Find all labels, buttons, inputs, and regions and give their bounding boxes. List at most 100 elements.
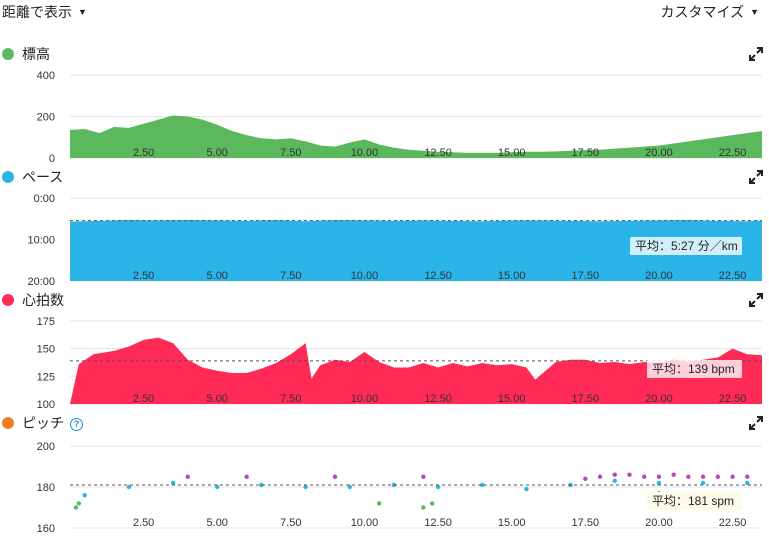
data-point: [126, 484, 132, 490]
data-point: [715, 474, 721, 479]
data-point: [244, 474, 249, 479]
average-badge: [647, 492, 742, 510]
x-tick-label: 15.00: [498, 270, 526, 282]
x-tick-label: 10.00: [351, 393, 379, 405]
data-point: [583, 476, 588, 481]
y-tick-label: 10:00: [27, 235, 55, 247]
data-point: [627, 472, 632, 477]
x-tick-label: 7.50: [280, 270, 301, 282]
data-point: [745, 474, 750, 479]
x-tick-label: 12.50: [424, 270, 452, 282]
average-label: 平均：5:27 分／km: [635, 239, 738, 253]
y-tick-label: 20:00: [27, 276, 55, 286]
x-tick-label: 22.50: [719, 270, 747, 282]
x-tick-label: 10.00: [351, 270, 379, 282]
data-point: [259, 482, 264, 488]
x-tick-label: 12.50: [424, 147, 452, 159]
y-tick-label: 100: [37, 399, 55, 409]
data-point: [185, 474, 190, 479]
data-point: [700, 480, 706, 486]
data-point: [597, 474, 603, 479]
x-tick-label: 10.00: [351, 147, 379, 159]
pace-chart: 0:00 10:00 20:00 平均：5:27 分／km 2.50 5.00 7.50 10…: [27, 193, 762, 286]
x-tick-label: 5.00: [207, 393, 228, 405]
data-point: [671, 472, 676, 477]
x-tick-label: 15.00: [498, 147, 526, 159]
data-point: [730, 474, 735, 479]
average-label: 平均：181 spm: [652, 494, 734, 508]
y-tick-label: 400: [37, 70, 55, 82]
top-bar: 距離で表示 ▼ カスタマイズ ▼: [0, 0, 769, 22]
expand-icon[interactable]: [749, 416, 763, 430]
data-point: [429, 501, 435, 506]
y-tick-label: 0: [49, 153, 55, 163]
x-tick-label: 20.00: [645, 517, 673, 529]
x-tick-label: 17.50: [572, 517, 600, 529]
x-tick-label: 20.00: [645, 393, 673, 405]
x-tick-label: 7.50: [280, 517, 301, 529]
y-tick-label: 180: [37, 482, 55, 494]
x-tick-label: 7.50: [280, 393, 301, 405]
data-point: [700, 474, 706, 479]
x-tick-label: 17.50: [572, 270, 600, 282]
x-tick-label: 12.50: [424, 517, 452, 529]
data-point: [170, 480, 176, 486]
data-point: [656, 474, 662, 479]
y-tick-label: 175: [37, 316, 55, 328]
view-mode-dropdown[interactable]: 距離で表示 ▼: [2, 2, 87, 22]
data-point: [332, 474, 338, 479]
data-point: [376, 501, 382, 506]
data-point: [612, 478, 617, 484]
y-tick-label: 150: [37, 344, 55, 356]
pace-title: ペース: [2, 168, 63, 186]
x-tick-label: 20.00: [645, 147, 673, 159]
x-tick-label: 20.00: [645, 270, 673, 282]
help-icon[interactable]: ?: [70, 418, 83, 431]
series-area: [70, 115, 762, 158]
expand-icon[interactable]: [749, 47, 763, 61]
expand-icon[interactable]: [749, 293, 763, 307]
x-tick-label: 22.50: [719, 147, 747, 159]
x-tick-label: 7.50: [280, 147, 301, 159]
elevation-title: 標高: [2, 45, 50, 63]
chevron-down-icon: ▼: [750, 7, 759, 17]
customize-dropdown[interactable]: カスタマイズ ▼: [660, 2, 759, 22]
x-tick-label: 15.00: [498, 393, 526, 405]
data-point: [435, 484, 441, 490]
average-badge: [647, 360, 742, 378]
heart-rate-chart: 175 150 125 100 平均：139 bpm 2.50 5.00 7.50 10.00 1…: [37, 316, 762, 409]
data-point: [642, 474, 647, 479]
x-tick-label: 10.00: [351, 517, 379, 529]
x-tick-label: 2.50: [133, 270, 154, 282]
cadence-title: ピッチ?: [2, 414, 83, 432]
data-point: [480, 482, 485, 488]
data-point: [73, 505, 79, 510]
data-point: [421, 474, 426, 479]
x-tick-label: 22.50: [719, 393, 747, 405]
expand-icon[interactable]: [749, 170, 763, 184]
legend-dot-icon: [2, 171, 14, 183]
x-tick-label: 5.00: [207, 270, 228, 282]
customize-label: カスタマイズ: [660, 4, 745, 20]
data-point: [656, 480, 662, 486]
legend-dot-icon: [2, 417, 14, 429]
cadence-panel: 200 180 160 平均：181 spm 2.50 5.00 7.50 10.00 12.5…: [0, 414, 769, 538]
series-area: [70, 337, 762, 404]
data-point: [421, 505, 426, 510]
x-tick-label: 2.50: [133, 147, 154, 159]
data-point: [612, 472, 617, 477]
data-point: [391, 482, 397, 488]
data-point: [215, 484, 220, 490]
x-tick-label: 5.00: [207, 147, 228, 159]
elevation-chart: 400 200 0 2.50 5.00 7.50 10.00 12.50 15.00 17.50 2…: [37, 70, 762, 163]
average-badge: [630, 237, 742, 255]
data-point: [303, 484, 308, 490]
x-tick-label: 17.50: [572, 393, 600, 405]
average-label: 平均：139 bpm: [652, 362, 735, 376]
data-point: [686, 474, 691, 479]
data-point: [76, 501, 82, 506]
y-tick-label: 0:00: [34, 193, 55, 205]
x-tick-label: 17.50: [572, 147, 600, 159]
data-point: [347, 484, 352, 490]
heart-rate-panel: 175 150 125 100 平均：139 bpm 2.50 5.00 7.50 10.00 1…: [0, 291, 769, 409]
